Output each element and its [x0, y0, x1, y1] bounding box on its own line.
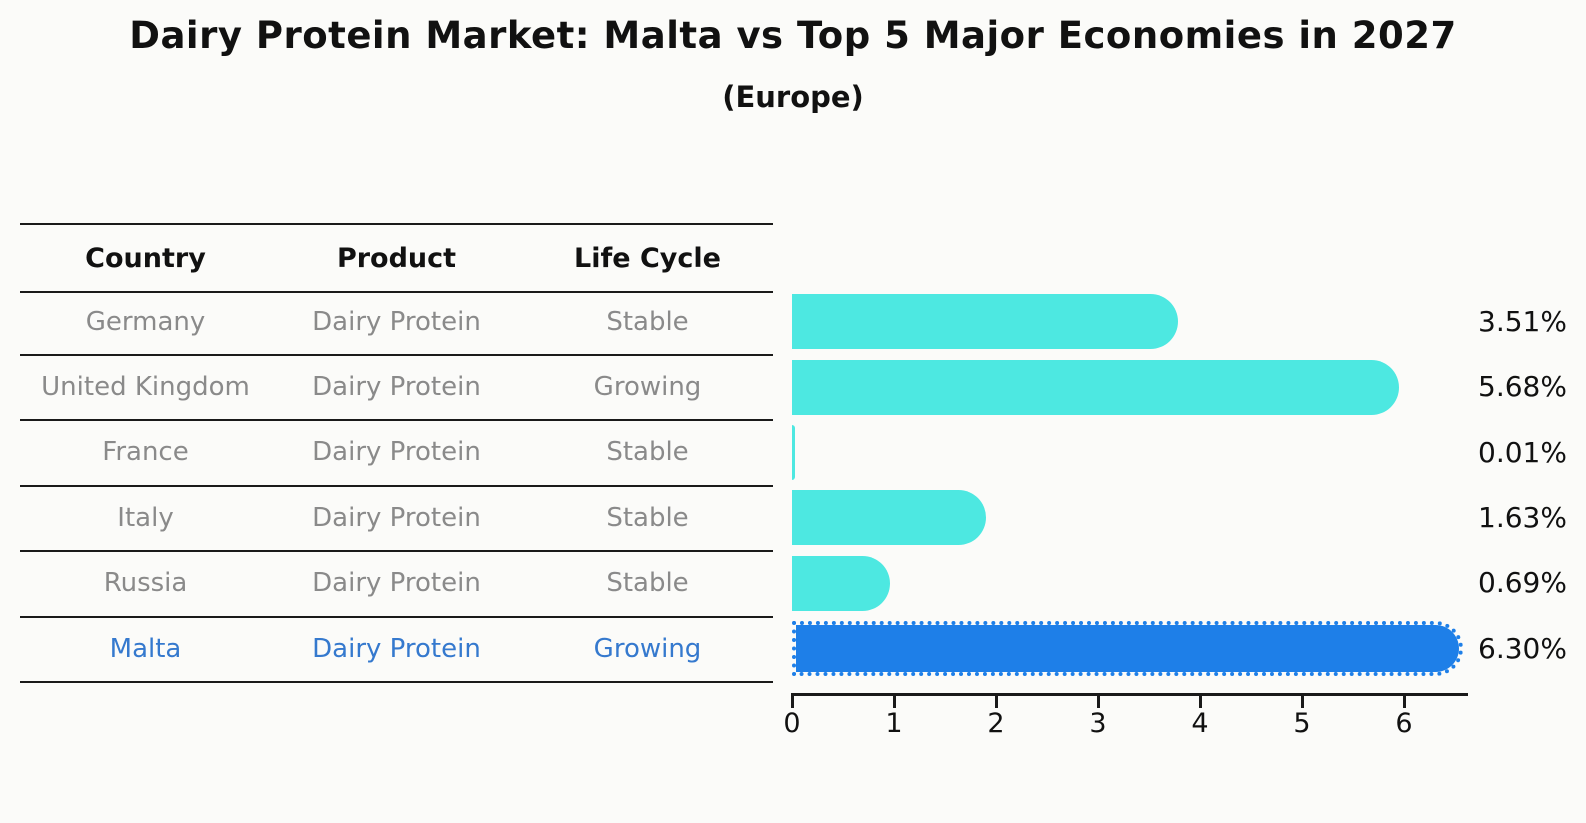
x-tick-1: [892, 693, 896, 708]
bar-italy: [792, 490, 987, 546]
table-row-germany: Germany Dairy Protein Stable: [20, 289, 773, 356]
table-header-row: Country Product Life Cycle: [20, 223, 773, 293]
table-row-malta: Malta Dairy Protein Growing: [20, 616, 773, 683]
x-tick-5: [1300, 693, 1304, 708]
x-tick-label-2: 2: [987, 708, 1005, 739]
cell-product: Dairy Protein: [312, 371, 481, 402]
cell-life-cycle: Growing: [593, 633, 702, 664]
cell-product: Dairy Protein: [312, 568, 481, 599]
value-label-italy: 1.63%: [1478, 500, 1567, 534]
x-tick-label-1: 1: [885, 708, 903, 739]
bar-france: [792, 425, 795, 480]
table-header-life-cycle: Life Cycle: [574, 242, 721, 274]
x-tick-6: [1402, 693, 1406, 708]
table-row-russia: Russia Dairy Protein Stable: [20, 551, 773, 618]
x-tick-label-0: 0: [783, 708, 801, 739]
cell-country: Malta: [109, 633, 182, 664]
cell-life-cycle: Stable: [606, 568, 689, 599]
cell-product: Dairy Protein: [312, 437, 481, 468]
x-tick-0: [790, 693, 794, 708]
table-row-italy: Italy Dairy Protein Stable: [20, 485, 773, 553]
x-tick-4: [1198, 693, 1202, 708]
x-tick-label-6: 6: [1395, 708, 1413, 739]
bar-germany: [792, 294, 1179, 350]
bar-russia: [792, 555, 891, 611]
cell-product: Dairy Protein: [312, 502, 481, 533]
cell-country: United Kingdom: [41, 371, 250, 402]
table-row-united-kingdom: United Kingdom Dairy Protein Growing: [20, 354, 773, 422]
cell-product: Dairy Protein: [312, 306, 481, 337]
value-label-germany: 3.51%: [1478, 304, 1567, 338]
x-tick-label-5: 5: [1293, 708, 1311, 739]
table-header-country: Country: [85, 242, 206, 274]
cell-country: Russia: [103, 568, 188, 599]
cell-life-cycle: Stable: [606, 306, 689, 337]
cell-life-cycle: Growing: [593, 371, 702, 402]
cell-country: France: [102, 437, 189, 468]
value-label-malta: 6.30%: [1478, 631, 1567, 665]
table-row-france: France Dairy Protein Stable: [20, 420, 773, 487]
bar-malta: [792, 621, 1463, 677]
table-header-product: Product: [336, 242, 457, 274]
x-tick-3: [1096, 693, 1100, 708]
cell-country: Italy: [117, 502, 174, 533]
value-label-russia: 0.69%: [1478, 566, 1567, 600]
x-axis: [792, 693, 1468, 696]
cell-life-cycle: Stable: [606, 437, 689, 468]
x-tick-label-4: 4: [1191, 708, 1209, 739]
cell-country: Germany: [85, 306, 206, 337]
x-tick-2: [994, 693, 998, 708]
cell-life-cycle: Stable: [606, 502, 689, 533]
x-tick-label-3: 3: [1089, 708, 1107, 739]
bar-united-kingdom: [792, 359, 1400, 415]
value-label-united-kingdom: 5.68%: [1478, 370, 1567, 404]
chart-subtitle: (Europe): [722, 80, 864, 114]
cell-product: Dairy Protein: [312, 633, 481, 664]
value-label-france: 0.01%: [1478, 435, 1567, 469]
chart-title: Dairy Protein Market: Malta vs Top 5 Maj…: [129, 14, 1457, 57]
